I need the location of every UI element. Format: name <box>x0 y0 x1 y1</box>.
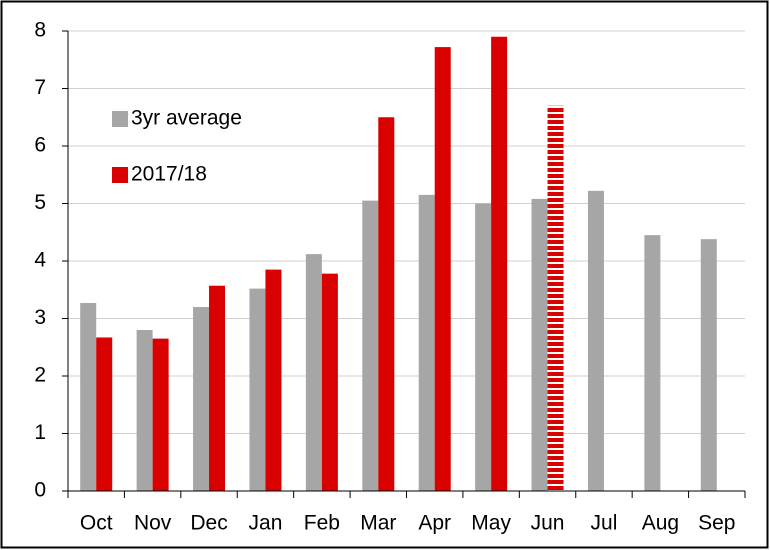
bar <box>249 288 266 491</box>
y-tick-label: 8 <box>34 19 46 42</box>
bar <box>434 47 451 491</box>
bar <box>475 203 492 491</box>
bar <box>362 200 379 491</box>
x-tick-label: Nov <box>134 512 172 535</box>
x-tick-label: Dec <box>190 512 227 535</box>
bar <box>644 235 661 491</box>
bar <box>209 285 226 491</box>
y-tick-label: 6 <box>34 134 46 157</box>
y-tick-label: 0 <box>34 479 46 502</box>
bar <box>96 337 113 491</box>
x-tick-label: Apr <box>418 512 451 535</box>
legend-swatch <box>112 167 128 183</box>
bar <box>491 36 508 491</box>
legend-swatch <box>112 111 128 127</box>
x-tick-label: Oct <box>80 512 113 535</box>
legend-label: 2017/18 <box>131 163 207 186</box>
bar <box>700 239 717 491</box>
y-tick-label: 2 <box>34 364 46 387</box>
bar <box>265 269 282 491</box>
bar <box>378 117 395 491</box>
x-tick-label: Jun <box>531 512 565 535</box>
x-tick-label: Aug <box>642 512 679 535</box>
x-tick-label: Feb <box>304 512 340 535</box>
legend-label: 3yr average <box>131 107 242 130</box>
x-tick-label: Jan <box>249 512 283 535</box>
y-tick-label: 4 <box>34 249 46 272</box>
x-tick-label: Mar <box>360 512 396 535</box>
bar <box>152 338 169 491</box>
bar <box>193 307 210 491</box>
y-tick-label: 7 <box>34 76 46 99</box>
bar <box>305 254 322 491</box>
bar <box>587 190 604 491</box>
bar <box>531 198 548 491</box>
bar <box>547 105 564 491</box>
y-tick-label: 3 <box>34 306 46 329</box>
y-tick-label: 1 <box>34 421 46 444</box>
bar <box>418 194 435 491</box>
x-tick-label: Sep <box>698 512 735 535</box>
bar <box>136 330 153 491</box>
x-tick-label: Jul <box>591 512 618 535</box>
x-tick-label: May <box>471 512 511 535</box>
y-tick-label: 5 <box>34 191 46 214</box>
bar <box>321 273 338 491</box>
bar <box>80 302 97 491</box>
